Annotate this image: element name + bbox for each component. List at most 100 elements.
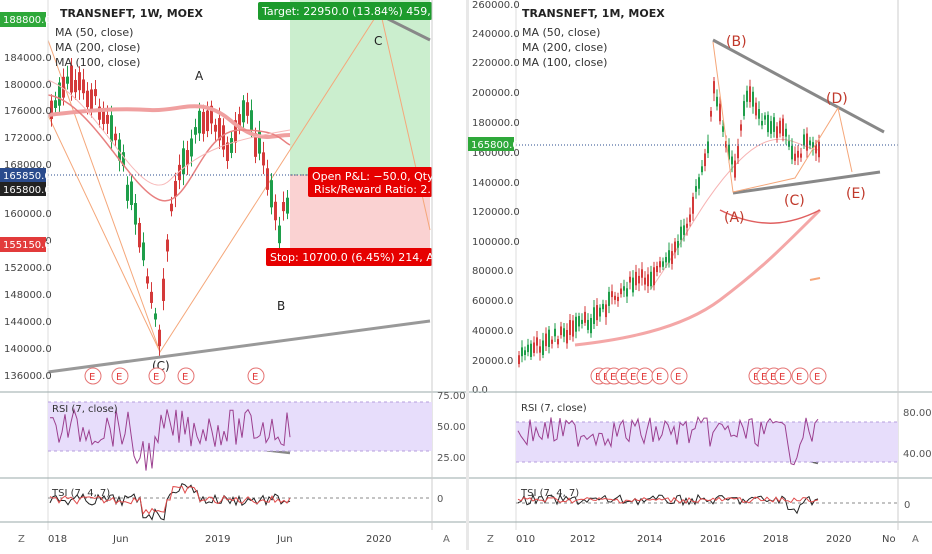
event-marker[interactable] — [651, 367, 669, 385]
right-price-tick: 200000.0 — [472, 88, 520, 99]
right-time-tick-1: 2012 — [570, 534, 595, 545]
event-marker[interactable] — [111, 367, 129, 385]
event-marker[interactable] — [84, 367, 102, 385]
right-price-tick: 220000.0 — [472, 58, 520, 69]
candle — [527, 344, 529, 353]
candle — [542, 340, 544, 356]
candle — [803, 134, 805, 146]
event-label: E — [796, 372, 802, 383]
support-trendline[interactable] — [47, 319, 431, 374]
right-auto-icon[interactable]: A — [912, 534, 919, 545]
candle — [70, 65, 73, 93]
event-marker[interactable] — [809, 367, 827, 385]
event-label: E — [620, 372, 626, 383]
candle — [518, 355, 520, 365]
candle — [764, 115, 766, 120]
right-title: TRANSNEFT, 1M, MOEX — [522, 7, 665, 20]
left-price-axis[interactable]: 184000.0 180000.0 176000.0 172000.0 168000.0… — [4, 53, 52, 382]
left-badge-entry-text: 165800.0 — [3, 185, 51, 196]
candle — [785, 128, 787, 137]
right-price-tick: 0.0 — [472, 385, 488, 396]
candle — [78, 72, 81, 91]
open-pl-label: Open P&L: −50.0, Qty: 0 — [312, 170, 447, 183]
event-marker[interactable] — [670, 367, 688, 385]
right-price-axis[interactable]: 260000.0 240000.0 220000.0 200000.0 180000.0… — [472, 0, 520, 396]
target-badge[interactable] — [258, 2, 432, 20]
candle — [524, 350, 526, 355]
right-ma50 — [649, 138, 821, 291]
event-label: E — [656, 372, 662, 383]
left-zoom-icon[interactable]: Z — [18, 534, 25, 545]
candle — [788, 141, 790, 147]
right-events[interactable]: EEEEEEEEEEEEEE — [590, 367, 827, 385]
candle — [593, 307, 595, 324]
right-time-tick-0: 010 — [516, 534, 535, 545]
event-label: E — [182, 372, 188, 383]
event-label: E — [761, 372, 767, 383]
candle — [110, 115, 113, 142]
candle — [815, 143, 817, 154]
candle — [680, 226, 682, 240]
event-marker[interactable] — [148, 367, 166, 385]
candle — [158, 329, 161, 347]
pl-badge[interactable] — [308, 167, 432, 197]
candle — [818, 141, 820, 158]
right-price-tick: 260000.0 — [472, 0, 520, 11]
left-badge-entry — [0, 182, 46, 196]
candle — [809, 140, 811, 145]
target-label: Target: 22950.0 (13.84%) 459, Amo — [261, 5, 459, 18]
wave-label-b: B — [277, 299, 285, 313]
event-label: E — [153, 372, 159, 383]
candle — [170, 203, 173, 212]
event-marker[interactable] — [177, 367, 195, 385]
right-ma50-label: MA (50, close) — [522, 26, 600, 39]
right-ma100-label: MA (100, close) — [522, 56, 607, 69]
right-wave-lines — [712, 41, 853, 193]
left-time-tick-2: 2019 — [205, 534, 230, 545]
candle — [234, 120, 237, 143]
right-time-axis[interactable]: 010 2012 2014 2016 2018 2020 No — [516, 534, 896, 545]
left-price-tick: 136000.0 — [4, 371, 52, 382]
left-rsi-title: RSI (7, close) — [52, 404, 118, 415]
right-chart-panel[interactable]: TRANSNEFT, 1M, MOEX MA (50, close) MA (2… — [468, 0, 932, 545]
left-time-tick-4: 2020 — [366, 534, 391, 545]
candle — [102, 108, 105, 125]
event-marker[interactable] — [247, 367, 265, 385]
right-zoom-icon[interactable]: Z — [487, 534, 494, 545]
right-tsi-signal — [517, 496, 819, 504]
triangle-lower[interactable] — [732, 170, 881, 195]
candle — [689, 214, 691, 223]
event-marker[interactable] — [774, 367, 792, 385]
candle — [800, 153, 802, 158]
left-chart-panel[interactable]: TRANSNEFT, 1W, MOEX MA (50, close) MA (2… — [0, 0, 466, 545]
candle — [118, 139, 121, 161]
candle — [647, 274, 649, 287]
candle — [722, 126, 724, 132]
left-time-axis[interactable]: 018 Jun 2019 Jun 2020 — [48, 534, 391, 545]
candle — [230, 138, 233, 153]
left-badge-top — [0, 12, 46, 27]
candle — [674, 241, 676, 253]
candle — [138, 223, 141, 248]
triangle-upper[interactable] — [712, 38, 885, 134]
candle — [130, 181, 133, 205]
candle — [539, 346, 541, 353]
event-marker[interactable] — [791, 367, 809, 385]
candle — [794, 153, 796, 161]
event-label: E — [116, 372, 122, 383]
candle — [677, 240, 679, 248]
candle — [686, 223, 688, 228]
candle — [671, 251, 673, 264]
left-auto-icon[interactable]: A — [443, 534, 450, 545]
candle — [563, 328, 565, 337]
candle — [602, 303, 604, 310]
event-label: E — [753, 372, 759, 383]
candle — [126, 184, 129, 201]
candle — [578, 316, 580, 327]
left-ma200-label: MA (200, close) — [55, 41, 140, 54]
right-ma200-label: MA (200, close) — [522, 41, 607, 54]
candle — [623, 286, 625, 291]
stop-badge[interactable] — [266, 248, 432, 266]
